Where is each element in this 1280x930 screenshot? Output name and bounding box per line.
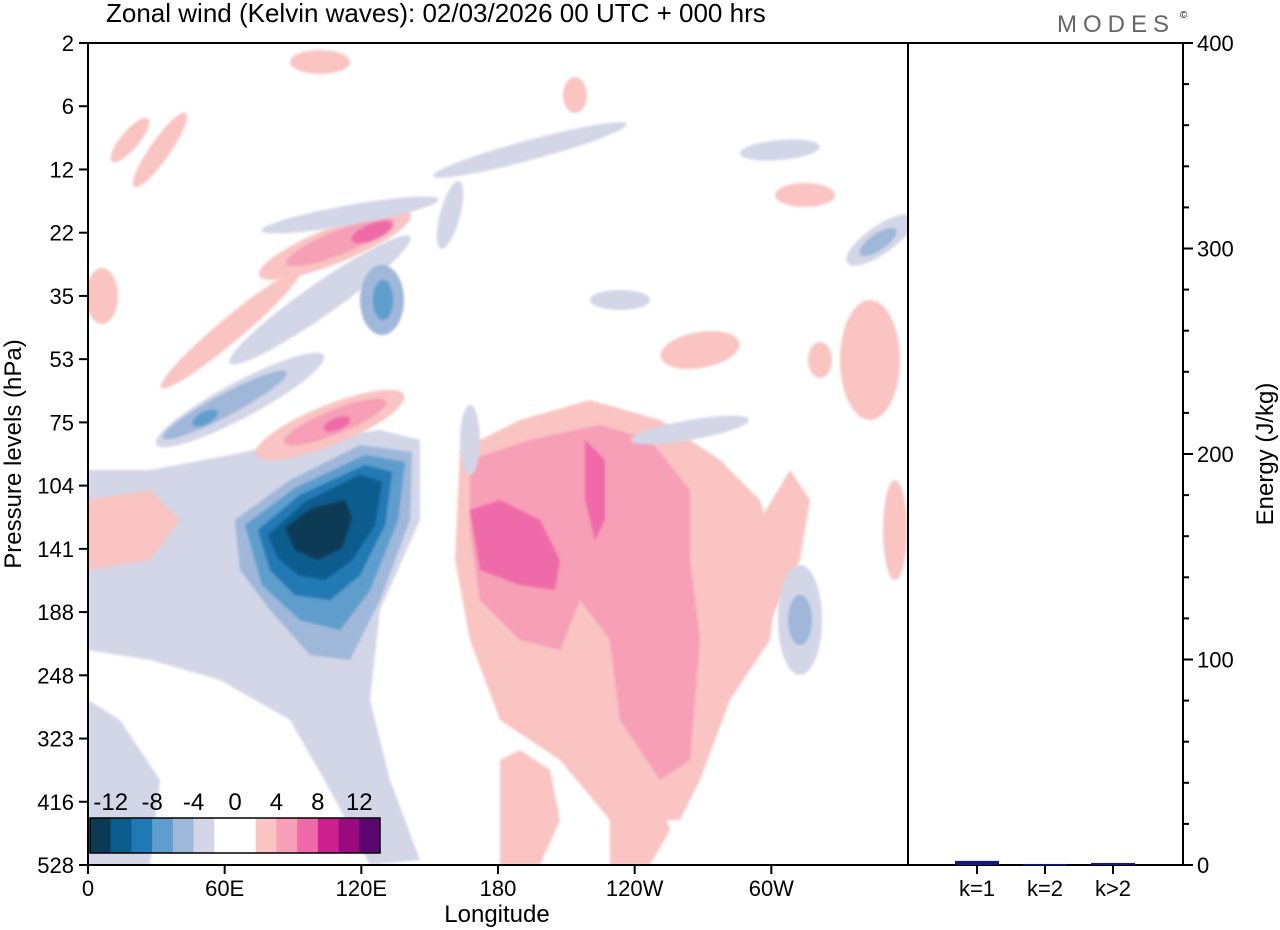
easterly-band xyxy=(229,235,411,365)
westerly-region xyxy=(88,268,118,324)
westerly-region xyxy=(500,750,560,865)
colorbar-label: 4 xyxy=(270,789,283,816)
colorbar-border xyxy=(89,817,381,854)
y-tick-label: 12 xyxy=(50,157,74,182)
energy-axis-label: Energy (J/kg) xyxy=(1252,383,1279,526)
y-tick-label: 416 xyxy=(37,790,74,815)
westerly-band xyxy=(132,112,188,188)
easterly-band xyxy=(192,409,218,427)
y-tick-label: 104 xyxy=(37,474,74,499)
y-axis-label: Pressure levels (hPa) xyxy=(0,339,27,568)
y-tick-label: 22 xyxy=(50,221,74,246)
colorbar-swatch xyxy=(235,818,257,853)
easterly-region xyxy=(788,595,812,645)
easterly-patch xyxy=(433,122,627,178)
easterly-band xyxy=(859,227,897,257)
energy-tick-label: 300 xyxy=(1197,237,1234,262)
westerly-band xyxy=(160,271,300,389)
colorbar-label: -8 xyxy=(141,789,162,816)
pressure-axis: 2 6 12 22 35 53 75 104 141 188 248 323 416 528 xyxy=(37,31,88,878)
x-tick-label: 120E xyxy=(336,876,387,901)
westerly-patch xyxy=(775,183,835,207)
longitude-axis: 0 60E 120E 180 120W 60W xyxy=(82,865,794,901)
x-tick-label: 60W xyxy=(749,876,794,901)
x-axis-label: Longitude xyxy=(444,901,549,928)
energy-category-label: k=1 xyxy=(959,876,995,901)
westerly-patch xyxy=(290,50,350,74)
westerly-patch xyxy=(563,77,587,113)
easterly-band xyxy=(460,405,480,475)
westerly-patch xyxy=(808,342,832,378)
energy-tick-label: 200 xyxy=(1197,442,1234,467)
easterly-patch xyxy=(630,415,750,445)
y-tick-label: 2 xyxy=(62,31,74,56)
colorbar-swatch xyxy=(152,818,174,853)
colorbar-swatch xyxy=(214,818,236,853)
modes-logo: MODES xyxy=(1057,11,1175,38)
westerly-band xyxy=(351,220,393,244)
x-tick-label: 180 xyxy=(480,876,517,901)
y-tick-label: 141 xyxy=(37,537,74,562)
colorbar-label: 12 xyxy=(346,789,373,816)
x-tick-label: 120W xyxy=(606,876,664,901)
energy-category-label: k=2 xyxy=(1027,876,1063,901)
westerly-region xyxy=(585,440,605,540)
energy-bars: k=1 k=2 k>2 xyxy=(955,860,1135,901)
y-tick-label: 6 xyxy=(62,94,74,119)
energy-bar-3 xyxy=(1091,862,1135,865)
colorbar-swatch xyxy=(317,818,339,853)
colorbar-swatch xyxy=(338,818,360,853)
colorbar-swatch xyxy=(276,818,298,853)
easterly-band xyxy=(261,196,439,234)
colorbar-label: 8 xyxy=(311,789,324,816)
colorbar-label: 0 xyxy=(228,789,241,816)
y-tick-label: 188 xyxy=(37,600,74,625)
y-tick-label: 323 xyxy=(37,727,74,752)
easterly-band xyxy=(436,181,464,249)
westerly-region xyxy=(883,480,907,580)
westerly-region xyxy=(840,300,900,420)
colorbar-swatch xyxy=(193,818,215,853)
colorbar-label: -12 xyxy=(93,789,128,816)
easterly-band xyxy=(373,280,393,320)
easterly-region xyxy=(285,500,352,560)
westerly-region xyxy=(660,330,740,370)
easterly-patch xyxy=(740,139,820,161)
colorbar-swatch xyxy=(255,818,277,853)
easterly-patch xyxy=(590,290,650,310)
westerly-region xyxy=(88,490,180,570)
colorbar-swatch xyxy=(297,818,319,853)
chart-title: Zonal wind (Kelvin waves): 02/03/2026 00… xyxy=(106,0,766,28)
energy-frame xyxy=(907,42,1184,866)
logo-copyright-mark: © xyxy=(1180,10,1188,21)
x-tick-label: 0 xyxy=(82,876,94,901)
energy-tick-label: 0 xyxy=(1197,853,1209,878)
colorbar-swatch xyxy=(172,818,194,853)
westerly-region xyxy=(470,500,560,590)
y-tick-label: 75 xyxy=(50,410,74,435)
energy-bar-2 xyxy=(1023,863,1067,866)
colorbar-swatch xyxy=(90,818,112,853)
westerly-band xyxy=(323,416,351,432)
energy-category-label: k>2 xyxy=(1095,876,1131,901)
colorbar-swatch xyxy=(131,818,153,853)
y-tick-label: 35 xyxy=(50,284,74,309)
energy-bar-1 xyxy=(955,860,999,865)
y-tick-label: 248 xyxy=(37,663,74,688)
energy-tick-label: 100 xyxy=(1197,648,1234,673)
x-tick-label: 60E xyxy=(205,876,244,901)
y-tick-label: 53 xyxy=(50,347,74,372)
colorbar: -12 -8 -4 0 4 8 12 xyxy=(89,789,381,854)
y-tick-label: 528 xyxy=(37,853,74,878)
colorbar-label: -4 xyxy=(183,789,204,816)
energy-axis: 0 100 200 300 400 xyxy=(1183,31,1234,878)
energy-tick-label: 400 xyxy=(1197,31,1234,56)
westerly-region xyxy=(700,470,810,680)
colorbar-swatch xyxy=(110,818,132,853)
colorbar-swatch xyxy=(359,818,381,853)
kelvin-wave-zonal-wind-field xyxy=(88,50,908,865)
westerly-region xyxy=(610,760,670,865)
westerly-band xyxy=(110,117,150,163)
